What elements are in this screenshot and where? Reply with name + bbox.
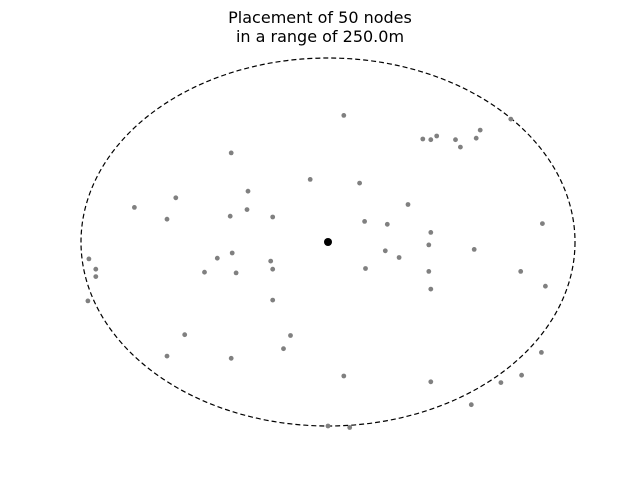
node-point: [519, 372, 524, 378]
node-point: [498, 380, 504, 385]
node-point: [396, 255, 402, 260]
node-point: [508, 116, 514, 122]
node-point: [539, 350, 544, 355]
node-point: [245, 188, 251, 194]
node-point: [270, 266, 276, 272]
node-point: [228, 150, 234, 156]
node-point: [164, 216, 170, 222]
node-point: [268, 258, 274, 264]
node-point: [405, 202, 411, 207]
node-point: [420, 136, 426, 142]
node-point: [382, 248, 388, 254]
node-point: [229, 250, 235, 256]
node-point: [428, 379, 434, 385]
node-point: [202, 269, 207, 275]
node-point: [288, 333, 293, 338]
node-point: [270, 214, 276, 220]
node-point: [468, 402, 474, 408]
node-point: [428, 137, 434, 143]
node-point: [270, 297, 276, 303]
chart-title-line-2: in a range of 250.0m: [235, 27, 405, 46]
node-point: [453, 137, 458, 143]
node-point: [173, 195, 179, 201]
node-point: [227, 213, 233, 219]
node-point: [426, 269, 432, 274]
node-point: [325, 423, 331, 429]
node-point: [214, 255, 220, 261]
node-point: [540, 221, 545, 227]
node-point: [233, 270, 239, 276]
node-point: [543, 283, 548, 289]
node-point: [426, 242, 432, 248]
node-point: [244, 207, 250, 213]
chart-title-line-1: Placement of 50 nodes: [228, 8, 412, 27]
node-point: [341, 113, 347, 118]
node-point: [473, 135, 479, 141]
chart-title: Placement of 50 nodes in a range of 250.…: [0, 8, 640, 46]
center-node-point: [324, 238, 332, 246]
node-point: [164, 353, 170, 359]
node-point: [347, 425, 353, 430]
node-point: [434, 133, 440, 139]
node-point: [86, 256, 92, 262]
node-point: [384, 221, 390, 227]
node-point: [307, 177, 313, 182]
node-point: [518, 269, 524, 274]
node-point: [93, 274, 99, 279]
node-point: [471, 247, 477, 252]
node-point: [132, 205, 137, 210]
node-point: [228, 355, 234, 361]
node-point: [477, 127, 483, 133]
node-point: [362, 219, 367, 224]
node-point: [341, 373, 347, 379]
node-point: [281, 346, 286, 352]
node-point: [93, 266, 99, 272]
node-point: [428, 286, 434, 292]
node-point: [182, 332, 188, 338]
node-point: [363, 266, 368, 271]
node-point: [458, 144, 463, 150]
node-point: [428, 230, 434, 235]
node-point: [85, 298, 91, 304]
node-point: [357, 180, 362, 186]
